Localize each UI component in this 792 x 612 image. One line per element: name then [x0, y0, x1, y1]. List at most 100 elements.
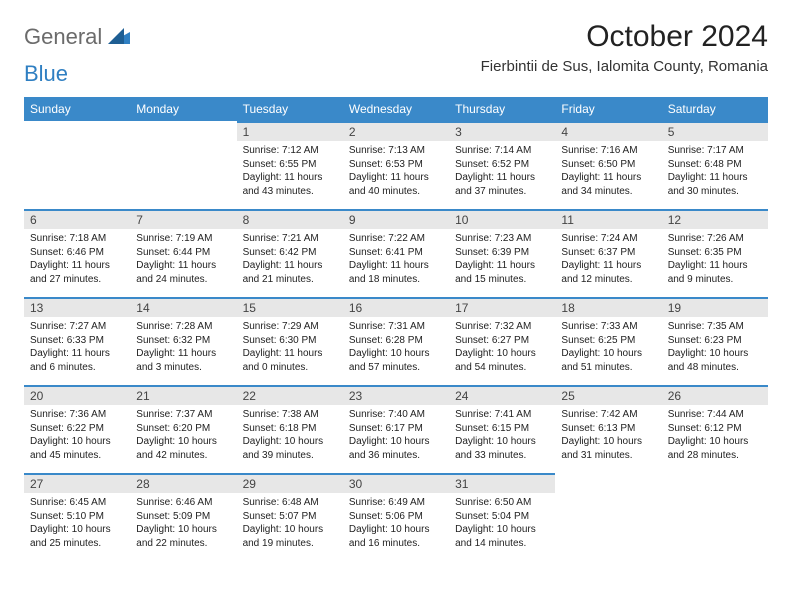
- day-body: Sunrise: 6:48 AMSunset: 5:07 PMDaylight:…: [237, 493, 343, 556]
- day-body: Sunrise: 7:40 AMSunset: 6:17 PMDaylight:…: [343, 405, 449, 468]
- sunset-text: Sunset: 5:04 PM: [455, 510, 549, 524]
- day-body: Sunrise: 6:45 AMSunset: 5:10 PMDaylight:…: [24, 493, 130, 556]
- day-body: Sunrise: 6:49 AMSunset: 5:06 PMDaylight:…: [343, 493, 449, 556]
- sunrise-text: Sunrise: 6:46 AM: [136, 496, 230, 510]
- daylight-text: Daylight: 11 hours and 9 minutes.: [668, 259, 762, 286]
- day-body: Sunrise: 7:18 AMSunset: 6:46 PMDaylight:…: [24, 229, 130, 292]
- sunrise-text: Sunrise: 7:35 AM: [668, 320, 762, 334]
- daylight-text: Daylight: 10 hours and 33 minutes.: [455, 435, 549, 462]
- daylight-text: Daylight: 10 hours and 25 minutes.: [30, 523, 124, 550]
- sunset-text: Sunset: 6:13 PM: [561, 422, 655, 436]
- day-number: 20: [24, 385, 130, 405]
- daylight-text: Daylight: 11 hours and 43 minutes.: [243, 171, 337, 198]
- logo-triangle-icon: [108, 28, 130, 49]
- day-header: Friday: [555, 97, 661, 121]
- sunset-text: Sunset: 5:06 PM: [349, 510, 443, 524]
- daylight-text: Daylight: 11 hours and 24 minutes.: [136, 259, 230, 286]
- day-number: [130, 121, 236, 141]
- calendar-week: 20Sunrise: 7:36 AMSunset: 6:22 PMDayligh…: [24, 385, 768, 473]
- day-number: 2: [343, 121, 449, 141]
- day-body: Sunrise: 7:36 AMSunset: 6:22 PMDaylight:…: [24, 405, 130, 468]
- day-number: 5: [662, 121, 768, 141]
- day-number: 25: [555, 385, 661, 405]
- calendar-cell: 19Sunrise: 7:35 AMSunset: 6:23 PMDayligh…: [662, 297, 768, 385]
- daylight-text: Daylight: 10 hours and 42 minutes.: [136, 435, 230, 462]
- day-number: 21: [130, 385, 236, 405]
- day-body: Sunrise: 7:29 AMSunset: 6:30 PMDaylight:…: [237, 317, 343, 380]
- calendar-cell: 17Sunrise: 7:32 AMSunset: 6:27 PMDayligh…: [449, 297, 555, 385]
- sunrise-text: Sunrise: 7:37 AM: [136, 408, 230, 422]
- sunset-text: Sunset: 6:28 PM: [349, 334, 443, 348]
- daylight-text: Daylight: 10 hours and 57 minutes.: [349, 347, 443, 374]
- sunrise-text: Sunrise: 7:44 AM: [668, 408, 762, 422]
- day-number: 31: [449, 473, 555, 493]
- daylight-text: Daylight: 10 hours and 39 minutes.: [243, 435, 337, 462]
- calendar-cell: 18 Sunrise: 7:33 AMSunset: 6:25 PMDayligh…: [555, 297, 661, 385]
- calendar-cell: 29Sunrise: 6:48 AMSunset: 5:07 PMDayligh…: [237, 473, 343, 561]
- day-body: Sunrise: 7:38 AMSunset: 6:18 PMDaylight:…: [237, 405, 343, 468]
- sunset-text: Sunset: 6:52 PM: [455, 158, 549, 172]
- calendar-cell: 8Sunrise: 7:21 AMSunset: 6:42 PMDaylight…: [237, 209, 343, 297]
- day-number: 11: [555, 209, 661, 229]
- daylight-text: Daylight: 10 hours and 28 minutes.: [668, 435, 762, 462]
- day-body: Sunrise: 7:35 AMSunset: 6:23 PMDaylight:…: [662, 317, 768, 380]
- sunrise-text: Sunrise: 7:33 AM: [561, 320, 655, 334]
- day-body: Sunrise: 7:22 AMSunset: 6:41 PMDaylight:…: [343, 229, 449, 292]
- sunset-text: Sunset: 6:44 PM: [136, 246, 230, 260]
- calendar-cell: 6Sunrise: 7:18 AMSunset: 6:46 PMDaylight…: [24, 209, 130, 297]
- day-header-row: Sunday Monday Tuesday Wednesday Thursday…: [24, 97, 768, 121]
- day-number: 12: [662, 209, 768, 229]
- sunset-text: Sunset: 6:27 PM: [455, 334, 549, 348]
- day-header: Thursday: [449, 97, 555, 121]
- sunset-text: Sunset: 6:15 PM: [455, 422, 549, 436]
- sunset-text: Sunset: 5:09 PM: [136, 510, 230, 524]
- location: Fierbintii de Sus, Ialomita County, Roma…: [481, 58, 768, 75]
- calendar-cell: 11Sunrise: 7:24 AMSunset: 6:37 PMDayligh…: [555, 209, 661, 297]
- daylight-text: Daylight: 11 hours and 18 minutes.: [349, 259, 443, 286]
- day-number: 18: [555, 297, 661, 317]
- calendar-week: 13Sunrise: 7:27 AMSunset: 6:33 PMDayligh…: [24, 297, 768, 385]
- day-body: Sunrise: 7:37 AMSunset: 6:20 PMDaylight:…: [130, 405, 236, 468]
- sunset-text: Sunset: 6:42 PM: [243, 246, 337, 260]
- sunset-text: Sunset: 6:25 PM: [561, 334, 655, 348]
- calendar-cell: [662, 473, 768, 561]
- calendar-cell: 21Sunrise: 7:37 AMSunset: 6:20 PMDayligh…: [130, 385, 236, 473]
- day-number: 8: [237, 209, 343, 229]
- sunrise-text: Sunrise: 7:26 AM: [668, 232, 762, 246]
- day-number: 28: [130, 473, 236, 493]
- calendar-cell: 20Sunrise: 7:36 AMSunset: 6:22 PMDayligh…: [24, 385, 130, 473]
- calendar-cell: 9Sunrise: 7:22 AMSunset: 6:41 PMDaylight…: [343, 209, 449, 297]
- day-number: 26: [662, 385, 768, 405]
- sunset-text: Sunset: 6:22 PM: [30, 422, 124, 436]
- calendar-cell: 25Sunrise: 7:42 AMSunset: 6:13 PMDayligh…: [555, 385, 661, 473]
- calendar-cell: 2Sunrise: 7:13 AMSunset: 6:53 PMDaylight…: [343, 121, 449, 209]
- day-body: Sunrise: 7:16 AMSunset: 6:50 PMDaylight:…: [555, 141, 661, 204]
- calendar-cell: 12Sunrise: 7:26 AMSunset: 6:35 PMDayligh…: [662, 209, 768, 297]
- daylight-text: Daylight: 10 hours and 36 minutes.: [349, 435, 443, 462]
- sunrise-text: Sunrise: 7:32 AM: [455, 320, 549, 334]
- sunset-text: Sunset: 6:50 PM: [561, 158, 655, 172]
- calendar-cell: 22Sunrise: 7:38 AMSunset: 6:18 PMDayligh…: [237, 385, 343, 473]
- daylight-text: Daylight: 10 hours and 48 minutes.: [668, 347, 762, 374]
- daylight-text: Daylight: 10 hours and 14 minutes.: [455, 523, 549, 550]
- sunset-text: Sunset: 6:33 PM: [30, 334, 124, 348]
- daylight-text: Daylight: 11 hours and 27 minutes.: [30, 259, 124, 286]
- day-number: 14: [130, 297, 236, 317]
- sunrise-text: Sunrise: 7:19 AM: [136, 232, 230, 246]
- day-body: Sunrise: 7:24 AMSunset: 6:37 PMDaylight:…: [555, 229, 661, 292]
- sunrise-text: Sunrise: 6:45 AM: [30, 496, 124, 510]
- day-number: 29: [237, 473, 343, 493]
- sunset-text: Sunset: 6:37 PM: [561, 246, 655, 260]
- day-body: Sunrise: 7:32 AMSunset: 6:27 PMDaylight:…: [449, 317, 555, 380]
- daylight-text: Daylight: 10 hours and 51 minutes.: [561, 347, 655, 374]
- sunset-text: Sunset: 6:32 PM: [136, 334, 230, 348]
- day-body: Sunrise: 6:46 AMSunset: 5:09 PMDaylight:…: [130, 493, 236, 556]
- sunrise-text: Sunrise: 7:13 AM: [349, 144, 443, 158]
- day-number: [555, 473, 661, 493]
- day-number: 17: [449, 297, 555, 317]
- day-number: 13: [24, 297, 130, 317]
- day-body: Sunrise: 7:13 AMSunset: 6:53 PMDaylight:…: [343, 141, 449, 204]
- logo: General: [24, 20, 132, 50]
- day-number: 19: [662, 297, 768, 317]
- logo-text-general: General: [24, 24, 102, 50]
